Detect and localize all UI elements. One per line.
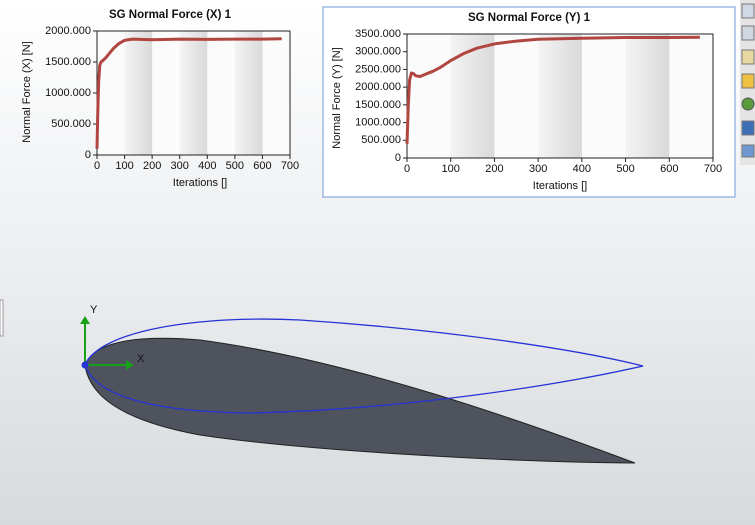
x-tick-label: 300: [171, 160, 189, 172]
y-tick-label: 3500.000: [355, 28, 401, 40]
chart-title: SG Normal Force (Y) 1: [468, 12, 591, 24]
tool-icon[interactable]: [741, 3, 755, 19]
data-line: [405, 35, 700, 144]
triad-y-label: Y: [90, 304, 98, 316]
airfoil-sketch[interactable]: [84, 318, 644, 414]
y-tick-label: 1500.000: [45, 56, 91, 68]
x-arrow-head: [126, 360, 134, 370]
plot-band: [625, 34, 670, 158]
y-tick-label: 2500.000: [355, 63, 401, 75]
x-tick-label: 700: [281, 160, 299, 172]
x-tick-label: 700: [704, 163, 722, 175]
y-tick-label: 500.000: [361, 134, 401, 146]
x-tick-label: 600: [660, 163, 678, 175]
x-axis-label: Iterations []: [173, 177, 227, 189]
data-line: [95, 37, 282, 149]
x-tick-label: 0: [404, 163, 410, 175]
origin: [81, 361, 89, 369]
y-tick-label: 1500.000: [355, 99, 401, 111]
x-tick-label: 100: [442, 163, 460, 175]
chart: SG Normal Force (X) 1 Iterations [] Normal…: [21, 9, 299, 189]
x-tick-label: 0: [94, 160, 100, 172]
tool-icon[interactable]: [741, 25, 755, 41]
plot-frame: [406, 33, 714, 159]
chart-title: SG Normal Force (X) 1: [109, 9, 232, 21]
y-tick-label: 3000.000: [355, 46, 401, 58]
tool-icon[interactable]: [741, 73, 755, 89]
y-tick-label: 2000.000: [355, 81, 401, 93]
plot-band: [179, 31, 208, 155]
x-tick-label: 200: [143, 160, 161, 172]
triad-x-label: X: [137, 353, 145, 365]
x-tick-label: 600: [253, 160, 271, 172]
x-tick-label: 400: [573, 163, 591, 175]
y-axis-label: Normal Force (X) [N]: [21, 41, 33, 142]
x-tick-label: 500: [616, 163, 634, 175]
y-tick-label: 0: [85, 149, 91, 161]
tool-icon[interactable]: [741, 120, 755, 136]
chart: SG Normal Force (Y) 1 Iterations [] Normal…: [331, 12, 722, 192]
tool-icon[interactable]: [741, 49, 755, 65]
y-tick-label: 1000.000: [45, 87, 91, 99]
tool-icon[interactable]: [741, 144, 755, 158]
x-tick-label: 400: [198, 160, 216, 172]
y-axis-label: Normal Force (Y) [N]: [331, 47, 343, 148]
y-arrow-head: [80, 316, 90, 324]
airfoil-body[interactable]: [84, 337, 636, 464]
side-handle[interactable]: [0, 299, 4, 337]
plot-band: [234, 31, 263, 155]
y-tick-label: 2000.000: [45, 25, 91, 37]
plot-band: [450, 34, 495, 158]
toolbar: [740, 0, 755, 165]
tool-icon[interactable]: [741, 97, 755, 111]
x-tick-label: 500: [226, 160, 244, 172]
y-tick-label: 500.000: [51, 118, 91, 130]
plot-band: [124, 31, 153, 155]
x-tick-label: 200: [485, 163, 503, 175]
y-tick-label: 0: [395, 152, 401, 164]
x-tick-label: 100: [115, 160, 133, 172]
y-tick-label: 1000.000: [355, 116, 401, 128]
x-tick-label: 300: [529, 163, 547, 175]
x-axis-label: Iterations []: [533, 180, 587, 192]
plot-band: [538, 34, 582, 158]
